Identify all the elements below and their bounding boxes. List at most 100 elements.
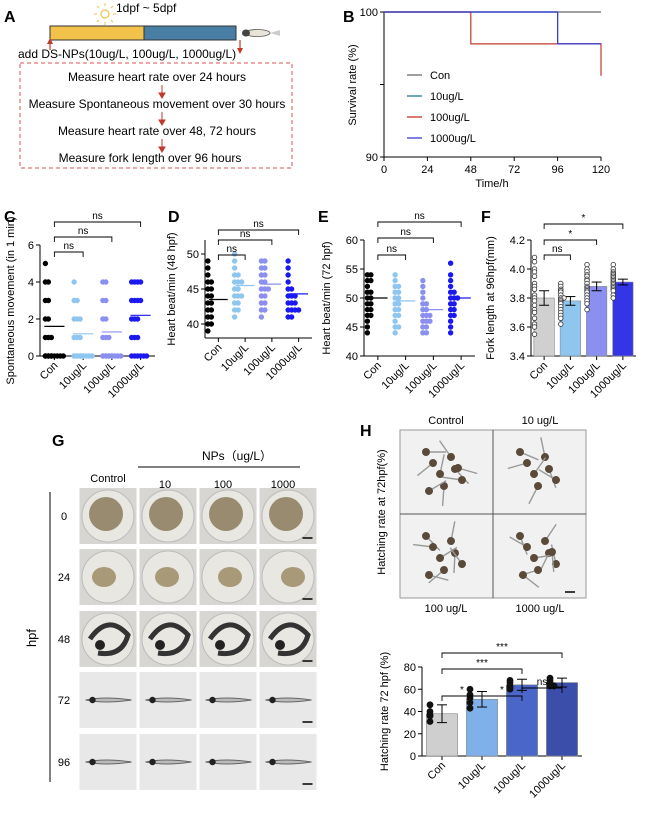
- data-point: [447, 283, 454, 290]
- sig-bracket: [521, 687, 563, 693]
- data-point: [550, 682, 558, 690]
- sig-bracket: [543, 254, 571, 260]
- embryo-body: [218, 567, 242, 587]
- data-point: [262, 258, 268, 264]
- larva-head: [530, 554, 538, 562]
- data-point: [137, 297, 144, 304]
- row-label-72: 72: [58, 695, 70, 707]
- y-tick-label: 3.8: [510, 293, 525, 305]
- bar: [612, 281, 634, 357]
- sig-bracket: [543, 223, 624, 229]
- sig-bracket: [53, 221, 142, 227]
- panel-label-d: D: [168, 209, 180, 226]
- data-point: [584, 306, 590, 313]
- hatched-larva: [519, 571, 540, 588]
- larva: [205, 697, 252, 703]
- data-point: [235, 272, 241, 278]
- data-point: [368, 295, 374, 301]
- sig-label: ***: [496, 642, 508, 653]
- data-point: [109, 353, 115, 359]
- x-tick-label: 24: [421, 164, 433, 176]
- sig-bracket: [217, 254, 246, 260]
- data-point: [265, 286, 272, 292]
- step-1: Measure heart rate over 24 hours: [68, 70, 246, 84]
- hatched-larva: [438, 440, 455, 461]
- y-axis-label: Spontaneous movement (in 1 min): [5, 216, 17, 384]
- y-tick-label: 55: [346, 264, 358, 276]
- y-tick-label: 6: [28, 240, 34, 252]
- moon-icon: [179, 10, 196, 26]
- y-tick-label: 40: [187, 319, 199, 331]
- data-point: [45, 316, 52, 322]
- sig-label: ns: [226, 244, 237, 255]
- eye: [95, 640, 105, 650]
- curled-larva: [207, 622, 251, 657]
- bar: [546, 682, 578, 757]
- data-point: [426, 701, 434, 709]
- legend-label: 10ug/L: [430, 91, 464, 103]
- sig-bracket: [441, 668, 523, 674]
- y-tick-label: 0: [28, 351, 34, 363]
- data-point: [395, 306, 402, 313]
- larva: [85, 759, 132, 765]
- hatched-larva: [516, 448, 539, 461]
- bar: [506, 684, 538, 757]
- col-control: Control: [90, 473, 125, 485]
- data-point: [420, 277, 426, 284]
- row-label-48: 48: [58, 634, 70, 646]
- timeline-label: 1dpf ~ 5dpf: [116, 1, 177, 15]
- timeline-light-bar: [49, 25, 145, 41]
- data-point: [531, 269, 538, 275]
- data-point: [48, 334, 55, 341]
- data-point: [395, 289, 402, 295]
- yolk: [209, 497, 243, 531]
- curled-larva: [267, 622, 311, 657]
- eye: [209, 758, 216, 766]
- data-point: [368, 306, 374, 313]
- larva-head: [458, 476, 466, 484]
- data-point: [368, 289, 374, 295]
- data-point: [77, 334, 83, 341]
- legend-label: 100ug/L: [430, 112, 470, 124]
- data-point: [427, 318, 433, 324]
- data-point: [208, 307, 215, 313]
- x-tick-label: 96: [551, 164, 563, 176]
- panel-label-e: E: [318, 209, 329, 226]
- larva-head: [429, 459, 437, 467]
- y-tick-label: 4.0: [510, 264, 525, 276]
- hatched-larva: [422, 448, 446, 456]
- sig-label: *: [568, 229, 572, 240]
- data-point: [235, 300, 241, 306]
- data-point: [454, 295, 461, 301]
- data-point: [610, 295, 616, 301]
- data-point: [285, 272, 291, 278]
- larva-head: [519, 571, 527, 579]
- data-point: [466, 694, 474, 702]
- larva-head: [440, 566, 449, 574]
- larva-head: [548, 548, 556, 556]
- h-label-control: Control: [428, 415, 463, 427]
- data-point: [103, 297, 109, 304]
- data-point: [364, 330, 371, 336]
- larva-head: [429, 543, 437, 551]
- data-point: [60, 353, 67, 359]
- data-point: [531, 315, 538, 321]
- hatched-larva: [507, 459, 531, 470]
- data-point: [262, 272, 268, 278]
- panel-label-g: G: [52, 433, 64, 450]
- data-point: [262, 279, 268, 285]
- embryo-body: [92, 567, 116, 587]
- data-point: [395, 295, 402, 301]
- x-tick-label: Con: [361, 360, 384, 383]
- larva-head: [552, 476, 560, 484]
- data-point: [364, 283, 371, 290]
- sig-label: ns: [253, 219, 264, 230]
- y-axis-label: Hatching rate 72 hpf (%): [379, 652, 391, 771]
- chart-f: 3.4 3.6 3.8 4.0 4.2 Fork length at 96hpf(mm) C…: [485, 213, 636, 401]
- eye: [89, 758, 96, 766]
- data-point: [231, 258, 238, 264]
- y-tick-label: 90: [366, 152, 378, 164]
- data-point: [231, 265, 238, 271]
- sig-bracket: [377, 237, 434, 243]
